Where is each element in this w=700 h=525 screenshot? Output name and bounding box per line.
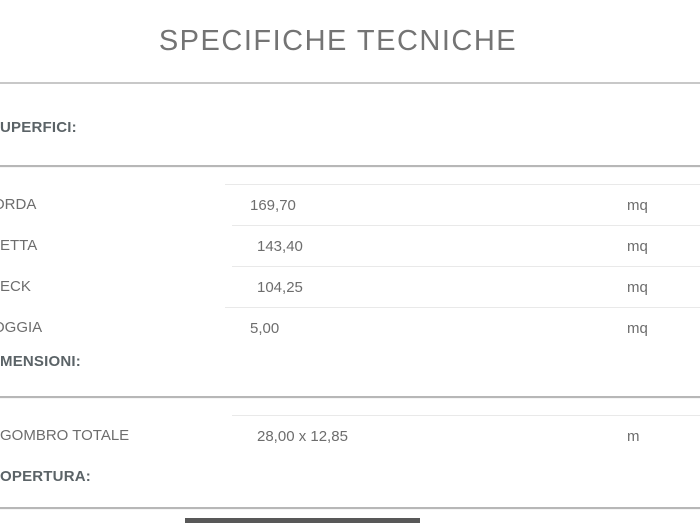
row-value: 143,40	[257, 237, 303, 255]
section-divider	[0, 396, 700, 398]
section-divider	[0, 507, 700, 509]
row-label: ORDA	[0, 196, 37, 213]
table-row: ETTA 143,40 mq	[0, 225, 700, 266]
section-label-dimensioni: MENSIONI:	[0, 353, 81, 370]
row-label: ECK	[0, 278, 31, 295]
table-row: ECK 104,25 mq	[0, 266, 700, 307]
row-unit: mq	[627, 196, 648, 214]
row-unit: mq	[627, 237, 648, 255]
row-value: 169,70	[250, 196, 296, 214]
table-row: GOMBRO TOTALE 28,00 x 12,85 m	[0, 415, 700, 456]
page-header: SPECIFICHE TECNICHE	[0, 0, 700, 84]
spec-table-dimensioni: GOMBRO TOTALE 28,00 x 12,85 m	[0, 415, 700, 456]
row-value: 5,00	[250, 319, 280, 337]
bottom-cropped-element	[185, 518, 420, 523]
row-value: 28,00 x 12,85	[257, 427, 348, 445]
table-row: ORDA 169,70 mq	[0, 184, 700, 225]
row-value: 104,25	[257, 278, 303, 296]
row-label: ETTA	[0, 237, 38, 254]
row-label: GOMBRO TOTALE	[0, 427, 130, 444]
row-cells: 104,25 mq	[232, 266, 700, 307]
table-row: OGGIA 5,00 mq	[0, 307, 700, 348]
section-label-superfici: UPERFICI:	[0, 119, 77, 136]
page-title: SPECIFICHE TECNICHE	[158, 24, 518, 57]
row-cells: 169,70 mq	[225, 184, 700, 225]
row-cells: 28,00 x 12,85 m	[232, 415, 700, 456]
row-cells: 143,40 mq	[232, 225, 700, 266]
row-label: OGGIA	[0, 319, 43, 336]
section-divider	[0, 165, 700, 167]
section-label-copertura: OPERTURA:	[0, 468, 91, 485]
row-unit: mq	[627, 319, 648, 337]
row-unit: m	[627, 427, 640, 445]
row-unit: mq	[627, 278, 648, 296]
row-cells: 5,00 mq	[225, 307, 700, 348]
spec-table-superfici: ORDA 169,70 mq ETTA 143,40 mq ECK 104,25…	[0, 184, 700, 348]
